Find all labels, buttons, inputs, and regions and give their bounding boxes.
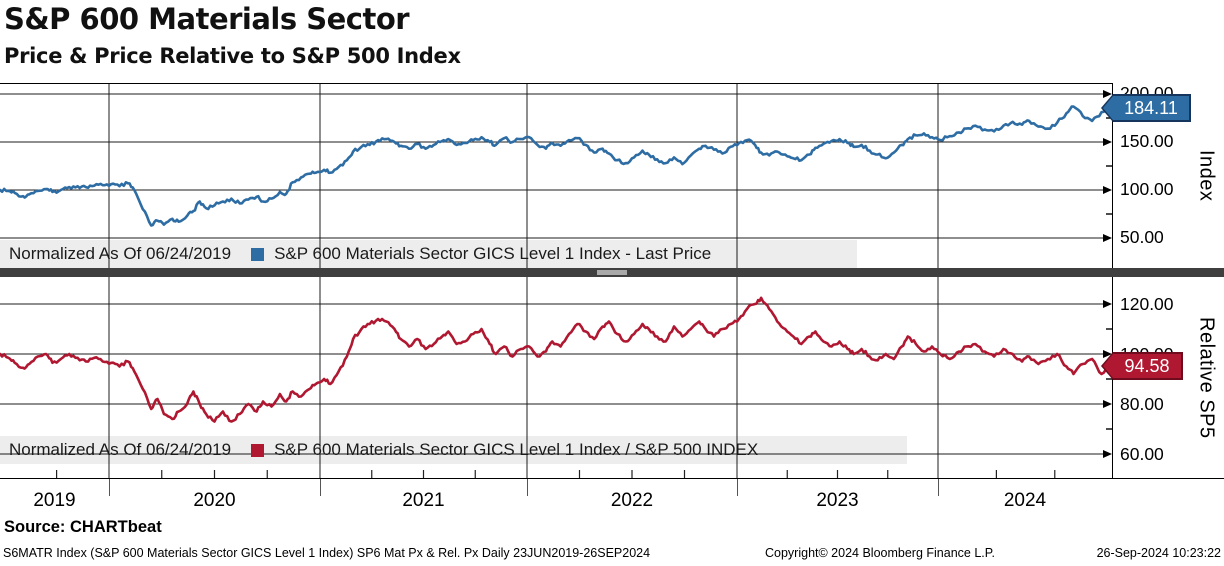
x-axis-line <box>0 478 1224 479</box>
y-axis-tick-label: 150.00 <box>1120 131 1174 151</box>
page-subtitle: Price & Price Relative to S&P 500 Index <box>4 44 461 68</box>
price-panel: Normalized As Of 06/24/2019 S&P 600 Mate… <box>0 83 1113 269</box>
y-axis-tick-label: 100.00 <box>1120 179 1174 199</box>
relative-panel: Normalized As Of 06/24/2019 S&P 600 Mate… <box>0 277 1113 478</box>
page-title: S&P 600 Materials Sector <box>4 2 410 36</box>
chart-description: S6MATR Index (S&P 600 Materials Sector G… <box>3 546 651 560</box>
last-price-tag-blue: 184.11 <box>1101 94 1191 122</box>
blue-series-swatch-icon <box>251 247 265 261</box>
price-axis-title: Index <box>1195 149 1218 202</box>
relative-legend: Normalized As Of 06/24/2019 S&P 600 Mate… <box>0 436 758 464</box>
splitter-drag-handle[interactable] <box>597 270 627 275</box>
x-axis-year-tick <box>527 479 528 496</box>
normalized-note: Normalized As Of 06/24/2019 <box>9 440 232 459</box>
x-axis-year-label: 2024 <box>1003 490 1047 511</box>
source-line: Source: CHARTbeat <box>4 518 162 536</box>
timestamp: 26-Sep-2024 10:23:22 <box>1096 546 1221 560</box>
relative-chart-plot <box>0 277 1112 478</box>
price-legend-background <box>0 240 857 268</box>
x-axis-year-label: 2021 <box>402 490 445 511</box>
relative-legend-background <box>0 436 907 464</box>
relative-axis-title: Relative SP5 <box>1195 316 1218 439</box>
price-chart-plot <box>0 84 1112 269</box>
y-axis-tick-label: 80.00 <box>1120 394 1164 414</box>
x-axis-year-label: 2019 <box>33 490 76 511</box>
y-axis-tick-label: 50.00 <box>1120 227 1164 247</box>
x-axis-year-label: 2020 <box>193 490 236 511</box>
x-axis-year-tick <box>109 479 110 496</box>
last-relative-value: 94.58 <box>1103 354 1181 378</box>
price-legend: Normalized As Of 06/24/2019 S&P 600 Mate… <box>0 240 711 268</box>
x-axis-year-tick <box>320 479 321 496</box>
x-axis-year-label: 2023 <box>816 490 859 511</box>
panel-splitter <box>0 268 1224 277</box>
y-axis-tick-label: 120.00 <box>1120 294 1174 314</box>
last-price-value: 184.11 <box>1103 96 1189 120</box>
y-axis-tick-label: 60.00 <box>1120 444 1164 464</box>
copyright-text: Copyright© 2024 Bloomberg Finance L.P. <box>765 546 995 560</box>
red-series-swatch-icon <box>251 443 265 457</box>
x-axis-year-tick <box>938 479 939 496</box>
x-axis-year-tick <box>737 479 738 496</box>
price-series-label: S&P 600 Materials Sector GICS Level 1 In… <box>274 244 712 263</box>
normalized-note: Normalized As Of 06/24/2019 <box>9 244 232 263</box>
last-price-tag-red: 94.58 <box>1101 352 1183 380</box>
x-axis-year-label: 2022 <box>610 490 654 511</box>
relative-series-label: S&P 600 Materials Sector GICS Level 1 In… <box>274 440 759 459</box>
